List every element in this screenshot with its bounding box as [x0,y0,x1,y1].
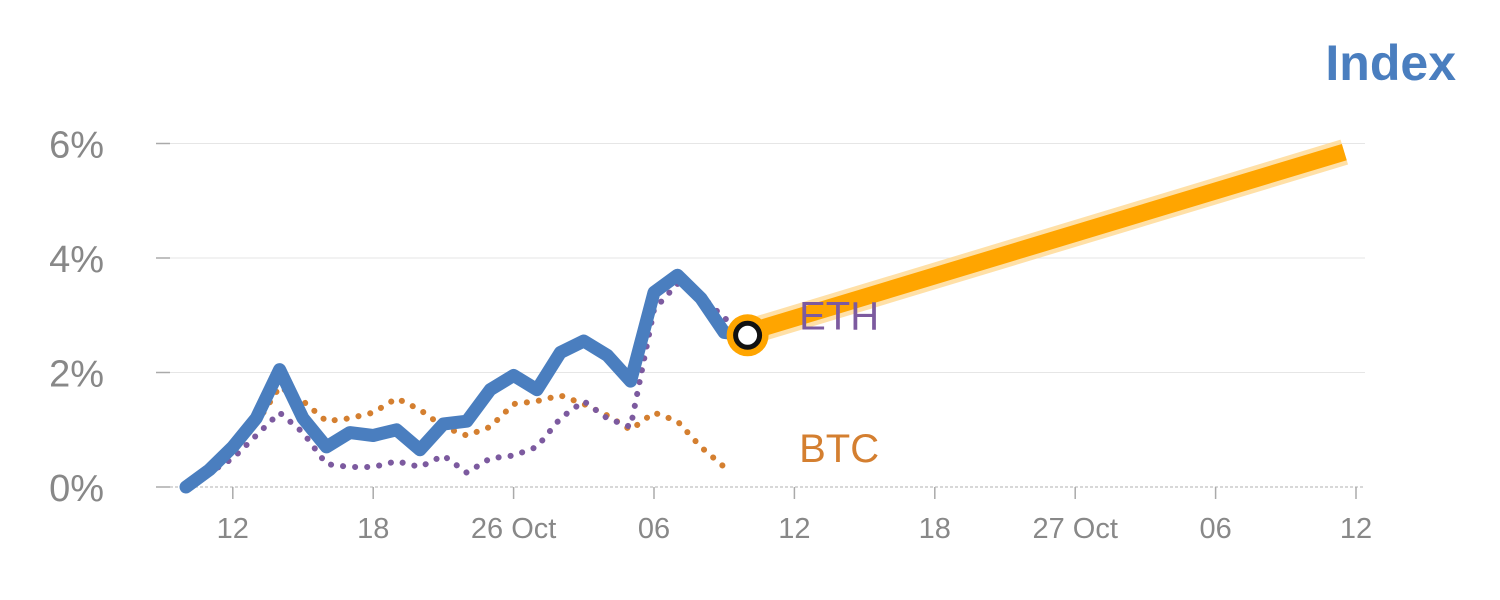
x-tick-label: 06 [1199,513,1231,545]
series-line-index [179,268,755,494]
series-lines [179,139,1349,494]
x-tick-label: 12 [1340,513,1372,545]
x-tick-label: 12 [778,513,810,545]
y-tick-label: 4% [49,239,104,281]
grid-lines [170,143,1365,373]
x-tick-label: 12 [217,513,249,545]
series-label-eth: ETH [799,294,879,338]
x-axis: 12 18 26 Oct 06 12 18 27 Oct 06 12 [170,486,1372,545]
current-point-marker [726,314,769,357]
x-tick-label: 18 [357,513,389,545]
x-tick-label: 27 Oct [1032,513,1117,545]
series-labels: ETH BTC [799,294,879,471]
chart-title: Index [1325,35,1456,91]
y-tick-label: 2% [49,354,104,396]
y-tick-label: 6% [49,125,104,167]
x-tick-label: 26 Oct [471,513,556,545]
marker-center [733,320,763,350]
x-tick-label: 18 [919,513,951,545]
series-label-btc: BTC [799,427,879,471]
series-line-forecast [745,143,1347,341]
x-tick-label: 06 [638,513,670,545]
y-axis: 0% 2% 4% 6% [49,125,170,510]
series-line-btc [183,383,728,490]
y-tick-label: 0% [49,468,104,510]
